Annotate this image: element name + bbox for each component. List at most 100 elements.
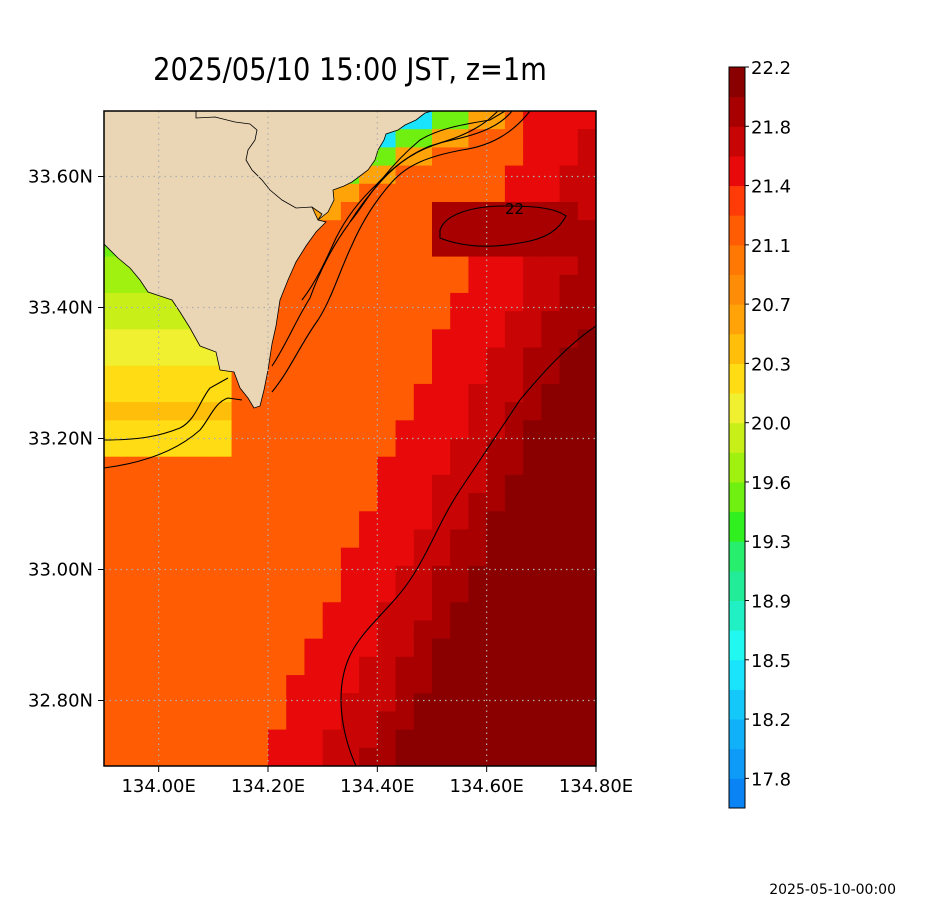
temperature-cell	[231, 547, 251, 567]
temperature-cell	[432, 456, 451, 476]
colorbar-swatch	[729, 659, 745, 690]
temperature-cell	[340, 656, 360, 676]
temperature-cell	[432, 165, 451, 185]
temperature-cell	[340, 693, 360, 713]
temperature-cell	[268, 693, 287, 713]
temperature-cell	[268, 383, 287, 403]
temperature-cell	[432, 238, 451, 258]
temperature-cell	[577, 183, 596, 203]
colorbar-swatch	[729, 422, 745, 453]
temperature-cell	[286, 511, 306, 531]
temperature-cell	[104, 511, 123, 531]
temperature-cell	[122, 565, 142, 585]
temperature-cell	[249, 420, 269, 440]
temperature-cell	[432, 129, 451, 148]
temperature-cell	[504, 111, 524, 130]
temperature-cell	[268, 547, 287, 567]
contour-22-loop	[439, 205, 567, 247]
temperature-cell	[286, 602, 306, 622]
temperature-cell	[158, 511, 178, 531]
colorbar-cells	[729, 67, 745, 809]
temperature-cell	[541, 147, 561, 167]
temperature-cell	[541, 274, 561, 294]
temperature-cell	[504, 165, 524, 185]
temperature-cell	[559, 183, 579, 203]
temperature-cell	[140, 420, 160, 440]
temperature-cell	[377, 565, 397, 585]
temperature-cell	[104, 311, 123, 330]
temperature-cell	[322, 383, 342, 403]
colorbar-tick-label: 18.9	[751, 592, 791, 613]
temperature-cell	[577, 547, 596, 567]
temperature-cell	[486, 129, 506, 148]
temperature-cell	[268, 511, 287, 531]
temperature-cell	[450, 511, 470, 531]
temperature-cell	[395, 474, 415, 494]
temperature-cell	[541, 656, 561, 676]
temperature-cell	[395, 638, 415, 658]
temperature-cell	[504, 602, 524, 622]
temperature-cell	[450, 383, 470, 403]
temperature-cell	[432, 675, 451, 694]
temperature-cell	[468, 711, 488, 731]
temperature-cell	[231, 620, 251, 640]
temperature-cell	[541, 584, 561, 603]
temperature-cell	[577, 201, 596, 221]
temperature-cell	[468, 474, 488, 494]
temperature-cell	[577, 438, 596, 458]
temperature-cell	[359, 529, 378, 549]
temperature-cell	[122, 602, 142, 622]
temperature-cell	[523, 402, 542, 421]
temperature-cell	[523, 565, 542, 585]
temperature-cell	[322, 565, 342, 585]
temperature-cell	[395, 529, 415, 549]
colorbar-swatch	[729, 393, 745, 424]
temperature-cell	[231, 584, 251, 603]
temperature-cell	[213, 747, 233, 766]
temperature-cell	[268, 620, 287, 640]
temperature-cell	[523, 420, 542, 440]
temperature-cell	[395, 329, 415, 349]
temperature-cell	[486, 565, 506, 585]
temperature-cell	[395, 238, 415, 258]
temperature-cell	[122, 729, 142, 749]
temperature-cell	[432, 602, 451, 622]
temperature-cell	[395, 584, 415, 603]
temperature-cell	[395, 456, 415, 476]
temperature-cell	[122, 511, 142, 531]
temperature-cell	[304, 311, 324, 330]
footer-timestamp: 2025-05-10-00:00	[769, 882, 896, 898]
temperature-cell	[486, 729, 506, 749]
temperature-cell	[541, 165, 561, 185]
temperature-cell	[377, 365, 397, 385]
contour-label: 22	[505, 200, 524, 218]
temperature-cell	[377, 402, 397, 421]
temperature-cell	[523, 111, 542, 130]
temperature-cell	[432, 347, 451, 367]
temperature-cell	[104, 274, 123, 294]
temperature-cell	[322, 420, 342, 440]
temperature-cell	[304, 438, 324, 458]
temperature-cell	[359, 274, 378, 294]
map-title: 2025/05/10 15:00 JST, z=1m	[153, 52, 547, 88]
temperature-cell	[541, 547, 561, 567]
temperature-cell	[231, 747, 251, 766]
temperature-cell	[158, 529, 178, 549]
temperature-cell	[195, 438, 214, 458]
temperature-cell	[523, 711, 542, 731]
temperature-cell	[577, 584, 596, 603]
temperature-cell	[340, 565, 360, 585]
temperature-cell	[268, 438, 287, 458]
temperature-cell	[340, 383, 360, 403]
temperature-cell	[377, 311, 397, 330]
temperature-cell	[213, 638, 233, 658]
temperature-cell	[322, 656, 342, 676]
temperature-cell	[286, 383, 306, 403]
temperature-cell	[249, 493, 269, 512]
temperature-cell	[249, 547, 269, 567]
temperature-cell	[304, 529, 324, 549]
temperature-cell	[432, 529, 451, 549]
temperature-cell	[359, 729, 378, 749]
temperature-cell	[541, 329, 561, 349]
temperature-cell	[377, 638, 397, 658]
